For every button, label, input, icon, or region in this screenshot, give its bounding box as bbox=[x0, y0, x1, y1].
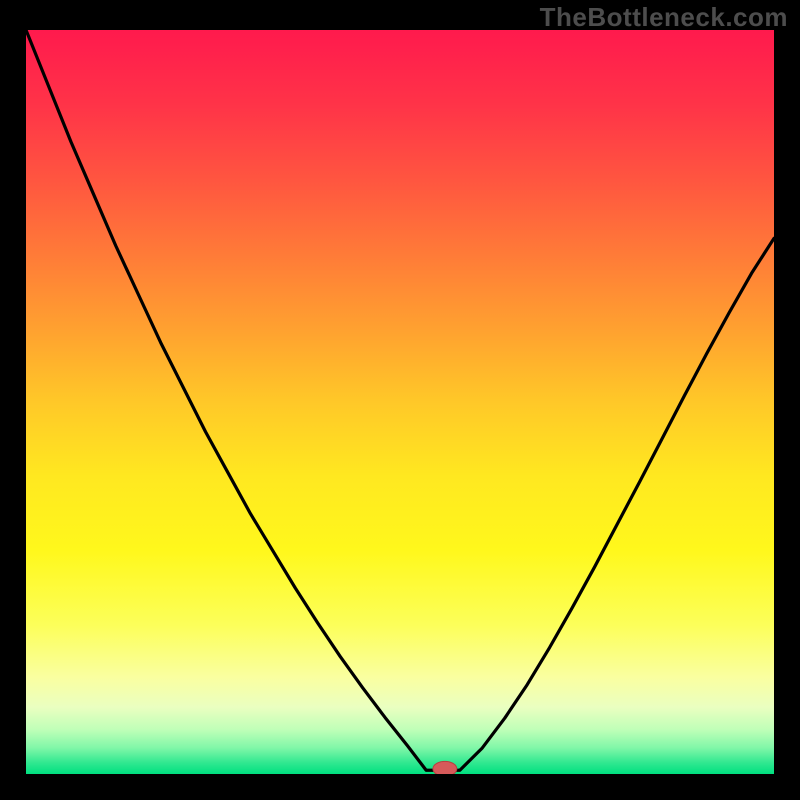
chart-svg bbox=[26, 30, 774, 774]
bottleneck-chart bbox=[26, 30, 774, 774]
attribution-text: TheBottleneck.com bbox=[540, 2, 788, 33]
chart-background bbox=[26, 30, 774, 774]
optimum-marker bbox=[433, 761, 457, 774]
